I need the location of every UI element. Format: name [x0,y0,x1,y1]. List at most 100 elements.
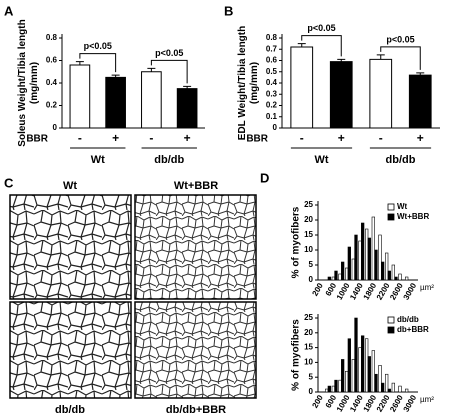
group-label: BBR [26,134,48,145]
micrograph [134,301,257,399]
bar [329,61,353,129]
bar [365,338,369,393]
bar [290,46,314,129]
bar [141,71,162,129]
annotation: p<0.05 [386,34,414,44]
legend-label: Wt [397,202,408,211]
y-tick-label: 5 [309,372,314,381]
x-tick-label: + [112,131,119,145]
group-name: Wt [91,154,105,166]
bar [327,276,331,281]
annotation: p<0.05 [84,41,112,51]
y-tick-label: 0.6 [266,56,278,65]
bar [105,76,126,129]
bar [331,385,335,393]
significance-bracket [301,35,342,57]
bar [367,237,371,281]
bar [369,58,393,129]
y-tick-label: 15 [304,230,313,239]
bar [381,261,385,281]
legend-swatch [387,213,395,221]
y-tick-label: 0.5 [266,67,278,76]
y-tick-label: 0 [309,387,314,396]
error-bar [337,58,346,62]
group-label: BBR [246,134,268,145]
x-tick-label: + [338,131,345,145]
y-tick-label: 0.7 [266,44,278,53]
y-axis-label: % of myofibers [291,206,302,278]
bar [354,234,358,281]
y-tick-label: 0.6 [46,56,58,65]
x-tick-label: + [184,131,191,145]
bar [371,216,375,281]
y-tick-label: 20 [304,328,313,337]
y-tick-label: 15 [304,343,313,352]
legend-label: db/db [397,315,419,324]
bar [408,74,432,129]
error-bar [147,67,156,72]
y-tick-label: 0.4 [46,78,58,87]
image-label: db/db+BBR [166,404,226,416]
error-bar [75,61,84,65]
bar [398,385,402,393]
y-tick-label: 25 [304,200,313,209]
image-label: Wt [63,180,77,192]
x-unit: µm² [420,283,434,292]
panel-label: C [4,175,14,190]
bar [347,338,351,393]
bar [358,240,362,281]
bar [361,335,365,393]
x-tick-label: - [149,131,153,145]
bar [176,88,198,129]
y-tick-label: 10 [304,358,313,367]
error-bar [416,72,425,76]
y-tick-label: 10 [304,245,313,254]
bar [378,365,382,393]
error-bar [183,85,192,89]
bar [371,350,375,393]
bar [385,252,389,281]
micrograph [9,194,132,300]
bar [385,373,389,393]
y-tick-label: 25 [304,313,313,322]
y-tick-label: 0.4 [266,78,278,87]
x-tick-label: 3000 [402,393,419,413]
y-axis-label: % of myofibers [291,319,302,391]
x-tick-label: - [300,131,304,145]
legend-swatch [387,326,395,334]
bar [351,359,355,393]
bar [387,270,391,281]
bar [347,246,351,281]
image-label: Wt+BBR [174,180,218,192]
bar [398,273,402,281]
group-name: db/db [386,154,416,166]
micrograph-panel: C Wt Wt+BBR db/db db/db+BBR [4,175,257,416]
micrograph [134,194,257,300]
bar [374,373,378,393]
y-tick-label: 20 [304,215,313,224]
panel-label: A [4,3,14,18]
y-axis-label-line: (mg/mm) [29,62,40,104]
bar [361,222,365,281]
bar [341,359,345,393]
significance-bracket [380,46,421,70]
bar [345,267,349,281]
legend-label: Wt+BBR [397,212,429,221]
x-unit: µm² [420,395,434,404]
bar [334,379,338,393]
y-tick-label: 0.2 [46,101,58,110]
bar [69,64,91,129]
bar [394,276,398,281]
bar [391,264,395,281]
y-axis-label: EDL Weight/Tibia length(mg/mm) [237,26,260,140]
legend-label: db+BBR [397,325,429,334]
bar [358,347,362,393]
bar [338,273,342,281]
x-tick-label: - [78,131,82,145]
annotation: p<0.05 [155,48,183,58]
y-tick-label: 0.8 [46,33,58,42]
y-axis-label: Soleus Weight/Tibia length(mg/mm) [17,19,40,146]
significance-bracket [79,53,117,73]
micrograph [9,301,132,399]
